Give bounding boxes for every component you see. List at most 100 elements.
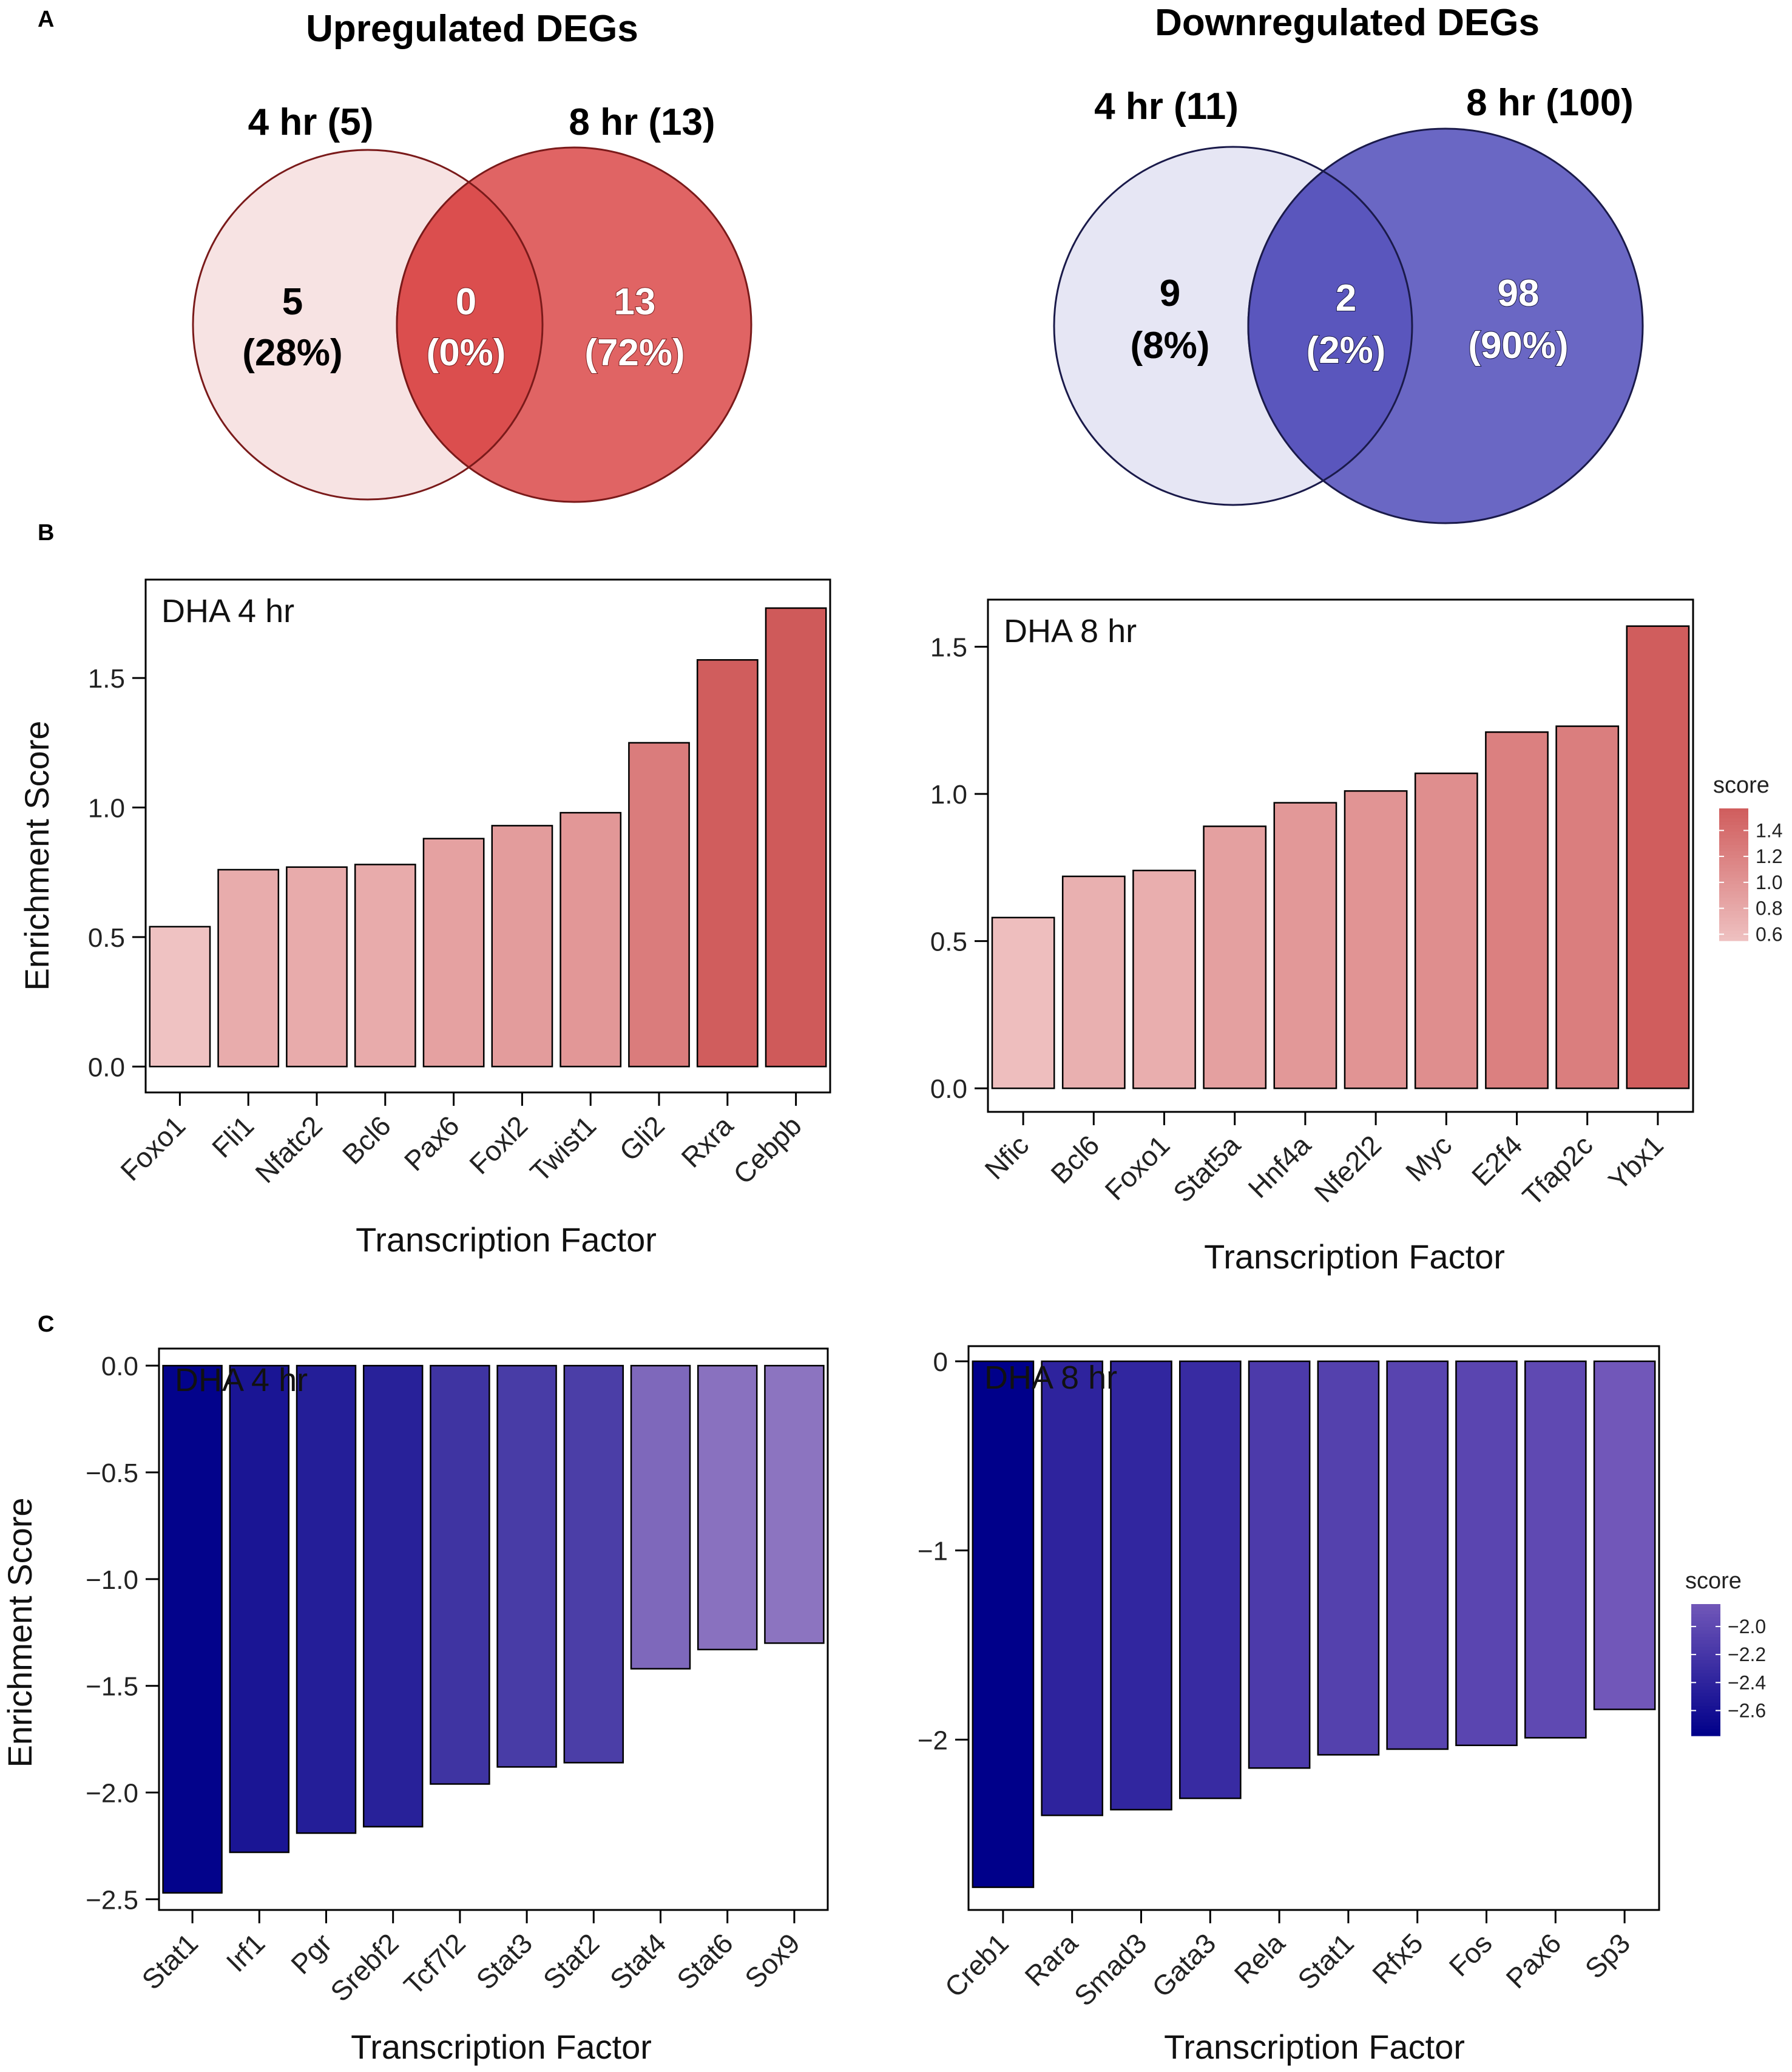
legend-gradient-step <box>1719 881 1748 885</box>
venn-overlap-percent: (2%) <box>1307 330 1386 371</box>
x-tick-label: Bcl6 <box>1044 1129 1105 1190</box>
legend-gradient-step <box>1691 1696 1720 1700</box>
x-tick-label: Sp3 <box>1579 1927 1637 1985</box>
x-tick-label: Rara <box>1018 1927 1084 1992</box>
legend-gradient-step <box>1719 927 1748 932</box>
legend-gradient-step <box>1691 1610 1720 1614</box>
bar-srebf2 <box>362 1364 424 1828</box>
bar-irf1 <box>229 1364 290 1854</box>
legend-gradient-step <box>1691 1630 1720 1634</box>
legend-gradient-step <box>1719 858 1748 862</box>
y-tick-label: −2.5 <box>86 1885 138 1915</box>
x-tick-label: Hnf4a <box>1242 1129 1317 1204</box>
legend-tick-label: 1.4 <box>1756 819 1782 841</box>
panel-label-c: C <box>38 1312 54 1337</box>
x-tick-label: Creb1 <box>939 1927 1015 2003</box>
legend-gradient-step <box>1719 898 1748 902</box>
y-tick-label: 1.5 <box>930 633 967 663</box>
legend-gradient-step <box>1691 1676 1720 1681</box>
venn-overlap-percent: (0%) <box>427 332 506 374</box>
legend-gradient-step <box>1719 924 1748 928</box>
y-tick-label: −2 <box>918 1725 948 1755</box>
bar-chart-down-4hr: Stat1 Irf1 PgrSrebf2Tcf7l2Stat3Stat2Stat4S… <box>1 1347 829 2066</box>
y-tick-label: 0 <box>933 1347 948 1377</box>
venn-left-set-label: 4 hr (5) <box>248 101 374 143</box>
bar-stat6 <box>697 1364 758 1651</box>
y-tick-label: 1.0 <box>930 780 967 810</box>
legend-gradient-step <box>1719 814 1748 819</box>
x-tick-label: Cebpb <box>727 1109 808 1190</box>
venn-overlap-region <box>1247 170 1413 482</box>
legend-gradient-step <box>1719 930 1748 935</box>
legend-gradient-step <box>1691 1679 1720 1684</box>
bar-stat2 <box>563 1364 624 1764</box>
legend-gradient-step <box>1719 934 1748 938</box>
legend-gradient-step <box>1691 1617 1720 1621</box>
x-tick-label: Irf1 <box>220 1927 271 1978</box>
venn-right-set-label: 8 hr (100) <box>1466 82 1634 124</box>
x-tick-label: Gli2 <box>613 1109 671 1167</box>
legend-gradient-step <box>1691 1604 1720 1608</box>
y-tick-label: 0.5 <box>930 927 967 957</box>
legend-gradient-step <box>1691 1663 1720 1667</box>
legend-gradient-step <box>1691 1650 1720 1654</box>
bar-foxl2 <box>491 825 553 1068</box>
bar-gata3 <box>1178 1360 1242 1799</box>
legend-tick-label: −2.2 <box>1728 1644 1766 1665</box>
legend-gradient-step <box>1719 841 1748 845</box>
legend-gradient-step <box>1719 887 1748 892</box>
x-tick-label: Rxra <box>675 1109 739 1174</box>
legend-gradient-step <box>1719 835 1748 839</box>
legend-gradient-step <box>1691 1670 1720 1674</box>
legend-gradient-step <box>1719 871 1748 875</box>
venn-left-percent: (8%) <box>1131 325 1210 367</box>
legend-gradient-step <box>1691 1673 1720 1677</box>
legend-title: score <box>1685 1568 1742 1594</box>
bar-pax6 <box>1524 1360 1587 1739</box>
legend-tick-label: −2.0 <box>1728 1616 1766 1637</box>
legend-gradient-step <box>1691 1716 1720 1720</box>
x-tick-label: Pax6 <box>1500 1927 1567 1994</box>
legend-gradient-step <box>1719 917 1748 921</box>
y-axis-label: Enrichment Score <box>18 720 56 990</box>
y-tick-label: −1 <box>918 1537 948 1566</box>
legend-gradient-step <box>1719 884 1748 889</box>
bar-pgr <box>296 1364 357 1834</box>
legend-gradient-step <box>1691 1709 1720 1713</box>
legend-tick-label: 0.6 <box>1756 923 1782 945</box>
bar-gli2 <box>628 742 690 1068</box>
legend-tick-label: 1.2 <box>1756 845 1782 867</box>
legend-gradient-step <box>1719 894 1748 898</box>
bar-tcf7l2 <box>430 1364 490 1785</box>
bar-ybx1 <box>1626 625 1690 1089</box>
x-tick-label: Rfx5 <box>1366 1927 1429 1990</box>
x-tick-label: Tfap2c <box>1516 1129 1599 1211</box>
bar-cebpb <box>765 607 827 1068</box>
legend-gradient-step <box>1719 910 1748 915</box>
bar-stat4 <box>630 1364 691 1670</box>
x-tick-label: Stat1 <box>1291 1927 1360 1996</box>
legend-gradient-step <box>1719 921 1748 925</box>
legend-gradient-step <box>1691 1633 1720 1637</box>
legend-gradient-step <box>1691 1683 1720 1687</box>
x-axis-label: Transcription Factor <box>351 2028 652 2066</box>
legend-gradient-step <box>1691 1732 1720 1736</box>
x-tick-label: Foxo1 <box>114 1109 191 1187</box>
bar-fos <box>1455 1360 1518 1747</box>
y-tick-label: −0.5 <box>86 1458 138 1488</box>
x-tick-label: Srebf2 <box>324 1927 405 2008</box>
x-tick-label: Fos <box>1443 1927 1498 1982</box>
legend-tick-label: 0.8 <box>1756 898 1782 919</box>
x-tick-label: Stat2 <box>537 1927 606 1996</box>
bar-foxo1 <box>149 926 211 1068</box>
legend-gradient-step <box>1691 1620 1720 1625</box>
legend-gradient-step <box>1719 937 1748 941</box>
x-tick-label: Fli1 <box>206 1109 260 1163</box>
x-tick-label: Sox9 <box>739 1927 806 1994</box>
legend-gradient-step <box>1691 1614 1720 1618</box>
x-axis-label: Transcription Factor <box>1164 2028 1465 2066</box>
x-tick-label: Nfic <box>978 1129 1035 1185</box>
bar-twist1 <box>560 811 622 1068</box>
